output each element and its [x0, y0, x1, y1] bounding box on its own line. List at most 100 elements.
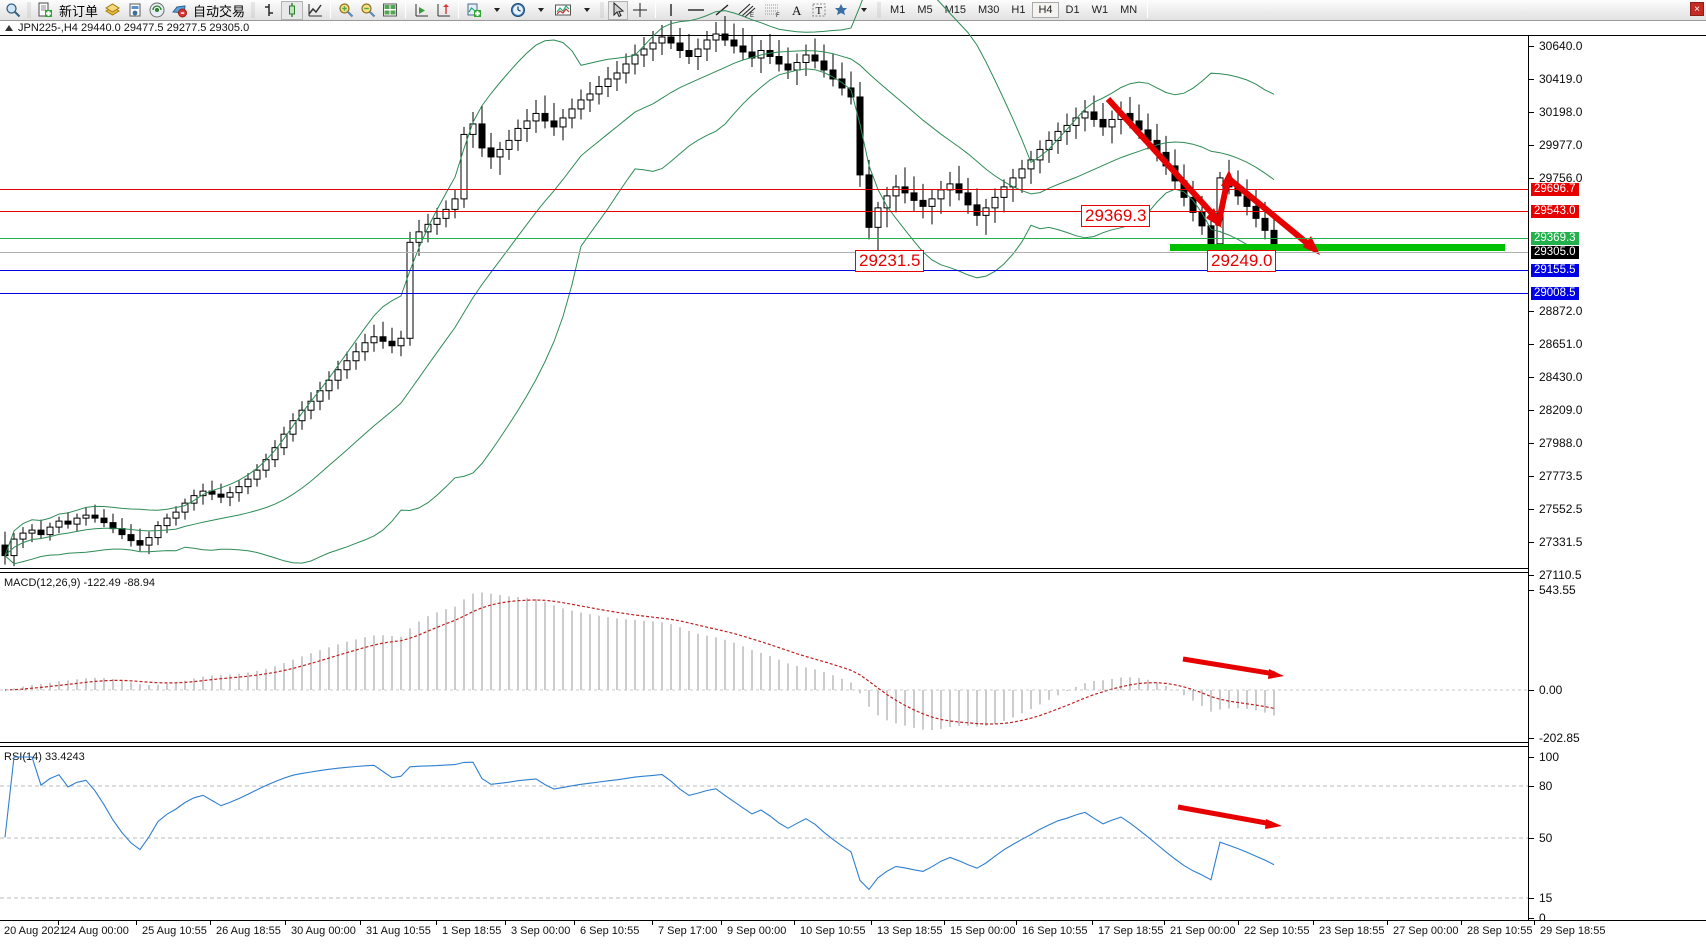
toolbar-grip-4[interactable] — [877, 2, 882, 18]
arrows-shapes-icon[interactable] — [831, 1, 851, 20]
candle — [775, 40, 783, 72]
candle — [964, 177, 972, 214]
horizontal-line-icon[interactable] — [683, 1, 709, 20]
grid-windows-icon[interactable] — [380, 1, 400, 20]
period-dropdown-arrow[interactable] — [530, 1, 550, 20]
candle — [91, 504, 99, 523]
axis-tick: 27552.5 — [1529, 502, 1582, 516]
timeframe-m5[interactable]: M5 — [917, 4, 933, 16]
layers-icon[interactable] — [102, 1, 123, 20]
time-axis[interactable]: 20 Aug 2021 24 Aug 00:00 25 Aug 10:55 26 Au… — [0, 920, 1706, 944]
toolbar-grip[interactable] — [27, 2, 31, 18]
crosshair-icon[interactable] — [630, 1, 650, 20]
bar-chart-icon[interactable] — [259, 1, 279, 20]
chart-collapse-icon[interactable] — [5, 25, 13, 31]
new-order-label[interactable]: 新订单 — [59, 3, 99, 19]
candlestick-chart-icon[interactable] — [281, 0, 304, 20]
template-dropdown-arrow[interactable] — [576, 1, 596, 20]
signals-icon[interactable] — [147, 1, 167, 20]
close-icon[interactable]: × — [1690, 2, 1704, 16]
price-tag[interactable]: 29369.3 — [1531, 232, 1579, 245]
timeframe-group: M1 M5 M15 M30 H1 H4 D1 W1 MN — [884, 2, 1143, 18]
cursor-icon[interactable] — [608, 0, 629, 20]
toolbar-separator-5 — [1147, 2, 1149, 18]
magnifier-icon[interactable] — [3, 1, 23, 20]
timeframe-mn[interactable]: MN — [1120, 4, 1138, 16]
price-level-line[interactable] — [0, 189, 1528, 190]
trendline-icon[interactable] — [711, 1, 733, 20]
candle — [181, 498, 189, 520]
price-axis[interactable]: 30640.0 30419.0 30198.0 29977.0 29756.0 28872… — [1528, 36, 1706, 925]
pane-separator-1[interactable] — [0, 568, 1706, 573]
timeframe-h1[interactable]: H1 — [1011, 4, 1026, 16]
candle — [613, 60, 621, 91]
candle — [406, 231, 414, 346]
price-level-line[interactable] — [0, 293, 1528, 294]
timeframe-h4[interactable]: H4 — [1032, 2, 1059, 18]
zoom-in-icon[interactable] — [336, 1, 356, 20]
candle — [973, 188, 981, 226]
text-box-icon[interactable]: T — [809, 1, 829, 20]
candle — [568, 98, 576, 129]
new-order-button[interactable] — [35, 1, 55, 20]
add-indicator-icon[interactable] — [464, 1, 484, 20]
svg-text:F: F — [776, 13, 780, 18]
pane-separator-2[interactable] — [0, 742, 1706, 747]
auto-trading-icon[interactable] — [169, 1, 189, 20]
timeframe-m30[interactable]: M30 — [978, 4, 1000, 16]
text-label-icon[interactable]: A — [787, 1, 807, 20]
equidistant-channel-icon[interactable]: E — [735, 1, 759, 20]
period-clock-icon[interactable] — [508, 1, 528, 20]
price-level-line[interactable] — [0, 270, 1528, 271]
candle — [271, 440, 279, 468]
chart-shift-icon[interactable] — [433, 1, 453, 20]
axis-tick: 28651.0 — [1529, 337, 1582, 351]
timeframe-m15[interactable]: M15 — [944, 4, 966, 16]
candle — [910, 176, 918, 211]
candle — [145, 531, 153, 555]
toolbar-separator-3 — [458, 2, 460, 18]
candle — [235, 480, 243, 502]
toolbar-grip-3[interactable] — [600, 2, 605, 18]
candle — [307, 392, 315, 420]
indicator-dropdown-arrow[interactable] — [486, 1, 506, 20]
timeframe-d1[interactable]: D1 — [1065, 4, 1080, 16]
auto-trading-label[interactable]: 自动交易 — [193, 3, 246, 19]
toolbar-grip-2[interactable] — [251, 2, 256, 18]
candle — [694, 38, 702, 70]
chart-annotation[interactable]: 29369.3 — [1081, 205, 1151, 227]
candle — [217, 483, 225, 504]
price-tag[interactable]: 29543.0 — [1531, 205, 1579, 218]
macd-pane[interactable]: MACD(12,26,9) -122.49 -88.94 — [0, 575, 1528, 735]
price-level-line[interactable] — [0, 252, 1528, 253]
time-tick: 13 Sep 18:55 — [870, 920, 943, 937]
price-tag[interactable]: 29696.7 — [1531, 183, 1579, 196]
chart-header: JPN225-,H4 29440.0 29477.5 29277.5 29305… — [0, 21, 1706, 36]
price-tag[interactable]: 29305.0 — [1531, 246, 1579, 259]
zoom-out-icon[interactable] — [358, 1, 378, 20]
fibonacci-icon[interactable]: F — [761, 1, 785, 20]
auto-scroll-icon[interactable] — [411, 1, 431, 20]
price-chart-pane[interactable]: 29231.5 29369.3 29249.0 — [0, 0, 1528, 567]
chart-title: JPN225-,H4 29440.0 29477.5 29277.5 29305… — [18, 22, 250, 34]
candle — [388, 327, 396, 354]
price-level-line[interactable] — [0, 211, 1528, 212]
chart-annotation[interactable]: 29231.5 — [855, 250, 925, 272]
line-chart-icon[interactable] — [305, 1, 325, 20]
price-level-line[interactable] — [0, 238, 1528, 239]
time-tick: 23 Sep 18:55 — [1312, 920, 1385, 937]
vertical-line-icon[interactable] — [661, 1, 681, 20]
price-tag[interactable]: 29155.5 — [1531, 264, 1579, 277]
candle — [523, 108, 531, 142]
template-icon[interactable] — [552, 1, 574, 20]
expert-advisor-icon[interactable] — [125, 1, 145, 20]
time-tick: 29 Sep 18:55 — [1533, 920, 1606, 937]
bollinger-upper-band — [4, 0, 1275, 556]
timeframe-m1[interactable]: M1 — [890, 4, 906, 16]
rsi-pane[interactable]: RSI(14) 33.4243 — [0, 749, 1528, 920]
timeframe-w1[interactable]: W1 — [1091, 4, 1109, 16]
axis-tick: 543.55 — [1529, 583, 1576, 597]
shapes-dropdown-arrow[interactable] — [853, 1, 873, 20]
price-tag[interactable]: 29008.5 — [1531, 287, 1579, 300]
chart-annotation[interactable]: 29249.0 — [1207, 250, 1277, 272]
